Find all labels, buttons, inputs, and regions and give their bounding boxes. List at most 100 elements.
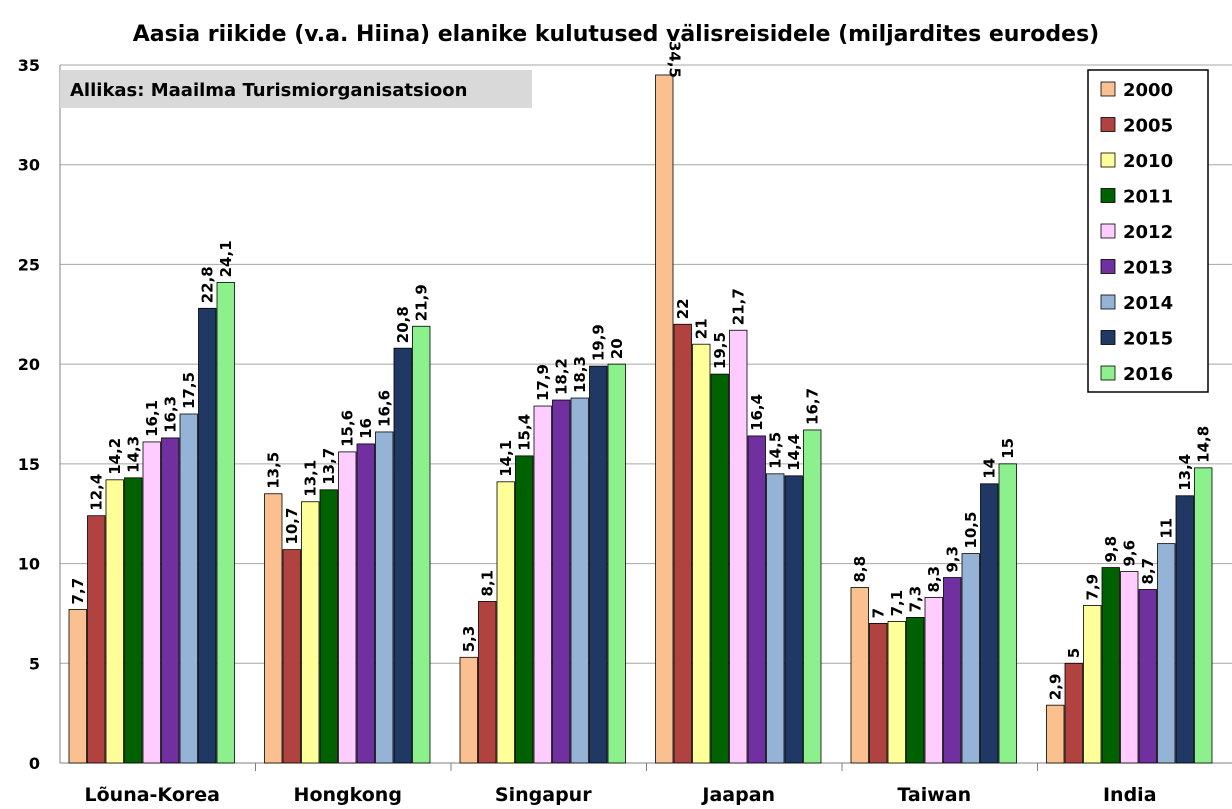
bar	[264, 493, 283, 764]
data-label: 15,6	[338, 410, 356, 447]
data-label: 21,9	[412, 284, 430, 321]
data-label: 16,3	[161, 396, 179, 433]
legend-swatch	[1100, 188, 1116, 203]
y-tick-label: 0	[29, 754, 40, 773]
bar	[179, 413, 198, 764]
data-label: 7,3	[906, 586, 924, 613]
data-label: 16,1	[143, 400, 161, 437]
bar	[533, 405, 552, 764]
y-axis-ticks: 0 5 10 15 20 25 30 35	[18, 56, 40, 773]
bar	[375, 431, 394, 764]
legend-swatch	[1100, 259, 1116, 274]
data-label: 13,4	[1176, 454, 1194, 491]
legend-label: 2012	[1123, 222, 1173, 243]
data-label: 16,4	[748, 394, 766, 431]
x-category-label: Singapur	[495, 784, 592, 806]
data-label: 9,6	[1120, 540, 1138, 567]
y-tick-label: 5	[29, 654, 40, 673]
bar	[961, 553, 980, 764]
data-label: 21,7	[729, 288, 747, 325]
data-label: 16,6	[375, 390, 393, 427]
bar	[850, 587, 869, 764]
bar	[766, 473, 785, 764]
x-category-label: Lõuna-Korea	[85, 784, 220, 806]
data-label: 13,5	[264, 452, 282, 489]
bars	[68, 74, 1213, 764]
x-category-label: India	[1103, 784, 1157, 806]
bar	[924, 597, 943, 764]
bar	[216, 281, 235, 764]
legend-swatch	[1100, 81, 1116, 97]
x-category-label: Hongkong	[294, 784, 402, 806]
legend-label: 2014	[1123, 293, 1173, 314]
data-label: 7,1	[888, 590, 906, 617]
legend-swatch	[1100, 152, 1116, 168]
legend-swatch	[1100, 117, 1116, 132]
bar	[459, 656, 478, 764]
bar	[338, 451, 357, 764]
bar	[478, 601, 497, 764]
bar	[784, 475, 803, 764]
bar	[692, 343, 711, 764]
bar	[998, 463, 1017, 764]
gridlines	[59, 64, 1232, 771]
bar	[887, 621, 906, 764]
data-label: 10,7	[283, 508, 301, 545]
data-label: 7,7	[69, 578, 87, 605]
y-tick-label: 20	[18, 355, 40, 374]
data-label: 16	[357, 418, 375, 439]
data-label: 13,1	[301, 460, 319, 497]
data-label: 5,3	[460, 626, 478, 653]
y-tick-label: 25	[18, 255, 40, 274]
legend-label: 2013	[1123, 258, 1173, 279]
bar	[729, 329, 748, 764]
data-label: 8,1	[478, 570, 496, 597]
bar	[1064, 662, 1083, 764]
data-label: 34,5	[665, 41, 683, 78]
data-label: 8,7	[1139, 558, 1157, 585]
legend-label: 2015	[1123, 329, 1173, 350]
data-label: 7,9	[1083, 574, 1101, 601]
bar	[1046, 704, 1065, 764]
bar	[356, 443, 375, 764]
chart-title: Aasia riikide (v.a. Hiina) elanike kulut…	[133, 22, 1099, 47]
data-label: 7	[869, 608, 887, 618]
data-label: 14,4	[785, 434, 803, 471]
data-label: 14,2	[106, 438, 124, 475]
bar	[655, 74, 674, 764]
bar	[869, 623, 888, 764]
bar	[1175, 495, 1194, 764]
data-label: 8,3	[925, 566, 943, 593]
bar	[515, 455, 534, 764]
bar	[496, 481, 515, 764]
bar	[393, 347, 412, 764]
source-box-background	[60, 70, 532, 108]
data-label: 17,9	[534, 364, 552, 401]
bar	[747, 435, 766, 764]
data-label: 16,7	[803, 388, 821, 425]
legend: 2000 2005 2010 2011 2012 2013 2014 2015 2016	[1087, 69, 1209, 393]
data-label: 22,8	[198, 266, 216, 303]
bar	[1101, 567, 1120, 764]
bar	[552, 399, 571, 764]
data-label: 15,4	[515, 414, 533, 451]
data-label: 9,3	[943, 546, 961, 573]
legend-label: 2005	[1123, 116, 1173, 137]
bar	[301, 501, 320, 764]
x-category-label: Jaapan	[700, 784, 775, 806]
y-tick-label: 30	[18, 156, 40, 175]
x-category-label: Taiwan	[897, 784, 971, 806]
bar	[943, 577, 962, 764]
bar	[87, 515, 106, 764]
bar	[412, 325, 431, 764]
data-label: 18,2	[552, 358, 570, 395]
bar	[673, 323, 692, 764]
bar	[68, 609, 87, 764]
legend-label: 2010	[1123, 151, 1173, 172]
bar	[589, 365, 608, 764]
data-label: 20,8	[394, 306, 412, 343]
x-axis-categories: Lõuna-Korea Hongkong Singapur Jaapan Taiwan I…	[85, 784, 1157, 806]
data-label: 15	[999, 438, 1017, 459]
bar	[1083, 605, 1102, 764]
